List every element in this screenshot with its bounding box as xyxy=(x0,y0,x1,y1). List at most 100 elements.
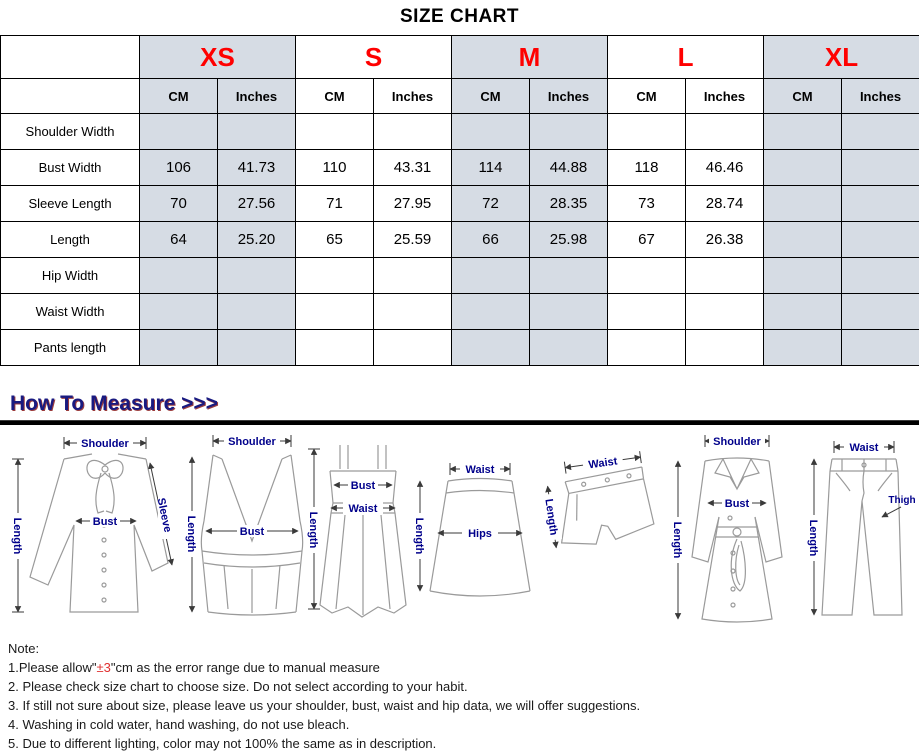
size-value-cell xyxy=(528,329,609,366)
table-row-pants-length: Pants length xyxy=(0,329,919,366)
unit-header-row: CM Inches CM Inches CM Inches CM Inches … xyxy=(0,78,919,114)
size-value-cell: 65 xyxy=(295,221,374,258)
size-value-cell xyxy=(763,149,843,186)
size-value-cell: 110 xyxy=(295,149,374,186)
table-row-length: Length 64 25.20 65 25.59 66 25.98 67 26.… xyxy=(0,221,919,258)
size-value-cell: 73 xyxy=(607,185,687,222)
size-value-cell: 26.38 xyxy=(685,221,765,258)
size-value-cell xyxy=(841,329,919,366)
notes-heading: Note: xyxy=(8,641,40,656)
size-value-cell: 118 xyxy=(607,149,687,186)
unit-inches-xl: Inches xyxy=(841,78,919,114)
tank-shoulder-label: Shoulder xyxy=(228,436,276,448)
row-label: Hip Width xyxy=(0,257,140,294)
table-row-shoulder-width: Shoulder Width xyxy=(0,113,919,150)
size-value-cell xyxy=(373,257,452,294)
tank-top-figure: Shoulder Length Bust xyxy=(185,435,304,616)
size-value-cell xyxy=(685,257,765,294)
size-header-xs: XS xyxy=(139,35,296,79)
size-value-cell: 72 xyxy=(451,185,530,222)
note-line-4: 4. Washing in cold water, hand washing, … xyxy=(8,717,350,732)
size-value-cell: 64 xyxy=(139,221,218,258)
size-value-cell: 46.46 xyxy=(685,149,765,186)
note-1-tolerance: ±3 xyxy=(96,660,111,675)
size-value-cell xyxy=(217,293,296,330)
pants-figure: Waist Thigh Length xyxy=(807,441,916,616)
size-value-cell xyxy=(841,293,919,330)
size-value-cell xyxy=(295,113,374,150)
coat-figure: Shoulder Bust Length xyxy=(671,435,783,623)
skirt-figure: Waist Hips Length xyxy=(413,463,531,597)
dress-waist-label: Waist xyxy=(349,503,378,515)
size-value-cell xyxy=(528,113,609,150)
blouse-length-label: Length xyxy=(11,518,23,555)
dress-figure: Bust Waist Length xyxy=(307,445,407,618)
divider-rule xyxy=(0,420,919,425)
size-value-cell xyxy=(841,149,919,186)
size-value-cell: 25.59 xyxy=(373,221,452,258)
size-value-cell: 70 xyxy=(139,185,218,222)
size-value-cell xyxy=(763,113,843,150)
size-value-cell xyxy=(139,113,218,150)
pants-waist-label: Waist xyxy=(850,442,879,454)
size-value-cell xyxy=(841,185,919,222)
note-line-1: 1.Please allow"±3"cm as the error range … xyxy=(8,658,919,677)
size-value-cell xyxy=(139,257,218,294)
size-value-cell xyxy=(763,185,843,222)
tank-length-label: Length xyxy=(185,516,197,553)
skirt-waist-label: Waist xyxy=(466,464,495,476)
skirt-length-label: Length xyxy=(413,518,425,555)
size-value-cell xyxy=(139,329,218,366)
size-value-cell: 71 xyxy=(295,185,374,222)
size-value-cell xyxy=(451,329,530,366)
note-line-3: 3. If still not sure about size, please … xyxy=(8,698,641,713)
corner-cell xyxy=(0,78,140,114)
size-value-cell xyxy=(528,293,609,330)
row-label: Sleeve Length xyxy=(0,185,140,222)
size-value-cell xyxy=(139,293,218,330)
notes-section: Note: 1.Please allow"±3"cm as the error … xyxy=(0,639,919,753)
size-value-cell: 44.88 xyxy=(528,149,609,186)
pants-thigh-label: Thigh xyxy=(888,495,915,506)
page-title: SIZE CHART xyxy=(400,6,519,27)
row-label: Pants length xyxy=(0,329,140,366)
size-header-row: XS S M L XL xyxy=(0,35,919,79)
unit-cm-s: CM xyxy=(295,78,374,114)
size-value-cell xyxy=(607,113,687,150)
size-value-cell: 43.31 xyxy=(373,149,452,186)
size-value-cell xyxy=(217,257,296,294)
coat-bust-label: Bust xyxy=(725,498,750,510)
size-value-cell xyxy=(841,257,919,294)
size-header-m: M xyxy=(450,35,609,79)
size-value-cell xyxy=(451,113,530,150)
coat-shoulder-label: Shoulder xyxy=(713,436,761,448)
tank-bust-label: Bust xyxy=(240,526,265,538)
unit-inches-m: Inches xyxy=(528,78,609,114)
size-value-cell xyxy=(763,257,843,294)
size-value-cell xyxy=(607,257,687,294)
table-row-waist-width: Waist Width xyxy=(0,293,919,330)
row-label: Bust Width xyxy=(0,149,140,186)
size-value-cell xyxy=(841,221,919,258)
size-value-cell xyxy=(607,293,687,330)
size-value-cell: 41.73 xyxy=(217,149,296,186)
size-value-cell xyxy=(373,329,452,366)
unit-cm-xs: CM xyxy=(139,78,218,114)
size-value-cell xyxy=(841,113,919,150)
table-row-hip-width: Hip Width xyxy=(0,257,919,294)
size-value-cell: 114 xyxy=(451,149,530,186)
size-value-cell: 106 xyxy=(139,149,218,186)
size-value-cell xyxy=(607,329,687,366)
note-1-prefix: 1.Please allow" xyxy=(8,660,97,675)
row-label: Shoulder Width xyxy=(0,113,140,150)
size-value-cell xyxy=(451,293,530,330)
size-value-cell xyxy=(295,329,374,366)
size-value-cell: 28.35 xyxy=(528,185,609,222)
size-value-cell xyxy=(685,329,765,366)
size-value-cell xyxy=(528,257,609,294)
unit-inches-l: Inches xyxy=(685,78,765,114)
size-value-cell: 27.95 xyxy=(373,185,452,222)
how-to-measure-heading: How To Measure >>> xyxy=(10,392,218,415)
size-value-cell xyxy=(763,329,843,366)
